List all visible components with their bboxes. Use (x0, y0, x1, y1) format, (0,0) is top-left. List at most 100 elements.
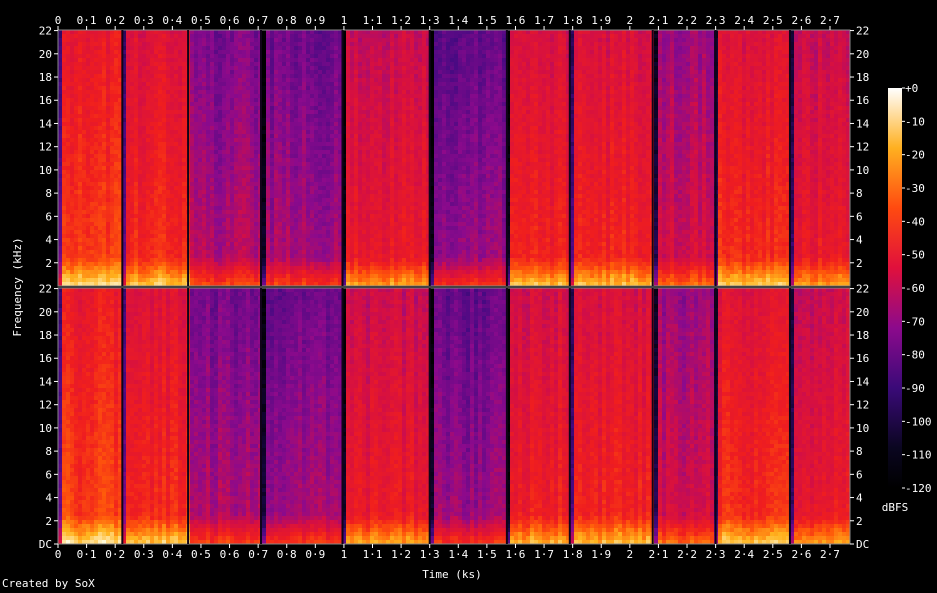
spectrogram-cell (242, 162, 246, 166)
spectrogram-cell (134, 110, 138, 114)
spectrogram-cell (294, 110, 298, 114)
spectrogram-cell (106, 82, 110, 86)
spectrogram-cell (314, 246, 318, 250)
spectrogram-cell (170, 250, 174, 254)
spectrogram-cell (202, 34, 206, 38)
spectrogram-cell (162, 34, 166, 38)
spectrogram-cell (290, 150, 294, 154)
spectrogram-cell (134, 134, 138, 138)
spectrogram-cell (142, 258, 146, 262)
spectrogram-cell (110, 230, 114, 234)
spectrogram-cell (366, 94, 370, 98)
spectrogram-cell (230, 214, 234, 218)
spectrogram-cell (126, 186, 130, 190)
spectrogram-cell (230, 270, 234, 274)
spectrogram-cell (294, 58, 298, 62)
spectrogram-cell (350, 130, 354, 134)
spectrogram-cell (294, 282, 298, 286)
spectrogram-cell (314, 238, 318, 242)
spectrogram-cell (254, 46, 258, 50)
spectrogram-cell (362, 218, 366, 222)
spectrogram-cell (318, 254, 322, 258)
spectrogram-cell (310, 210, 314, 214)
spectrogram-cell (114, 238, 118, 242)
spectrogram-cell (130, 262, 134, 266)
spectrogram-cell (238, 42, 242, 46)
spectrogram-cell (358, 90, 362, 94)
spectrogram-cell (158, 254, 162, 258)
spectrogram-cell (62, 254, 66, 258)
spectrogram-cell (78, 178, 82, 182)
spectrogram-cell (346, 134, 350, 138)
spectrogram-cell (74, 98, 78, 102)
spectrogram-cell (202, 74, 206, 78)
spectrogram-cell (246, 182, 250, 186)
spectrogram-cell (290, 226, 294, 230)
spectrogram-cell (94, 98, 98, 102)
spectrogram-cell (310, 94, 314, 98)
spectrogram-cell (174, 110, 178, 114)
spectrogram-cell (106, 30, 110, 34)
spectrogram-cell (154, 198, 158, 202)
spectrogram-cell (286, 110, 290, 114)
spectrogram-cell (166, 166, 170, 170)
spectrogram-cell (162, 182, 166, 186)
spectrogram-cell (322, 278, 326, 282)
spectrogram-cell (330, 30, 334, 34)
spectrogram-cell (126, 210, 130, 214)
spectrogram-cell (190, 70, 194, 74)
spectrogram-cell (250, 42, 254, 46)
spectrogram-cell (158, 238, 162, 242)
spectrogram-cell (286, 262, 290, 266)
spectrogram-cell (242, 62, 246, 66)
spectrogram-cell (230, 262, 234, 266)
spectrogram-cell (358, 46, 362, 50)
spectrogram-cell (106, 190, 110, 194)
spectrogram-cell (262, 138, 266, 142)
spectrogram-cell (294, 142, 298, 146)
spectrogram-cell (138, 214, 142, 218)
spectrogram-cell (182, 130, 186, 134)
spectrogram-cell (110, 242, 114, 246)
spectrogram-cell (230, 206, 234, 210)
spectrogram-cell (234, 266, 238, 270)
spectrogram-cell (210, 178, 214, 182)
spectrogram-cell (126, 162, 130, 166)
spectrogram-cell (194, 34, 198, 38)
spectrogram-cell (326, 130, 330, 134)
spectrogram-cell (366, 226, 370, 230)
spectrogram-cell (138, 82, 142, 86)
spectrogram-cell (130, 122, 134, 126)
spectrogram-cell (166, 186, 170, 190)
spectrogram-cell (246, 230, 250, 234)
spectrogram-cell (62, 198, 66, 202)
spectrogram-cell (326, 246, 330, 250)
spectrogram-cell (194, 222, 198, 226)
spectrogram-cell (110, 262, 114, 266)
spectrogram-cell (246, 174, 250, 178)
spectrogram-cell (182, 278, 186, 282)
spectrogram-cell (166, 226, 170, 230)
spectrogram-cell (138, 250, 142, 254)
spectrogram-cell (278, 58, 282, 62)
spectrogram-cell (74, 38, 78, 42)
spectrogram-cell (74, 34, 78, 38)
spectrogram-cell (330, 238, 334, 242)
spectrogram-cell (270, 250, 274, 254)
spectrogram-cell (270, 182, 274, 186)
spectrogram-cell (278, 46, 282, 50)
spectrogram-cell (358, 38, 362, 42)
spectrogram-cell (58, 282, 62, 286)
spectrogram-cell (262, 238, 266, 242)
spectrogram-cell (338, 82, 342, 86)
spectrogram-cell (226, 158, 230, 162)
spectrogram-cell (338, 278, 342, 282)
spectrogram-cell (270, 282, 274, 286)
spectrogram-cell (322, 54, 326, 58)
spectrogram-cell (134, 258, 138, 262)
spectrogram-cell (306, 166, 310, 170)
spectrogram-cell (90, 218, 94, 222)
spectrogram-cell (86, 198, 90, 202)
spectrogram-cell (350, 98, 354, 102)
spectrogram-cell (338, 130, 342, 134)
